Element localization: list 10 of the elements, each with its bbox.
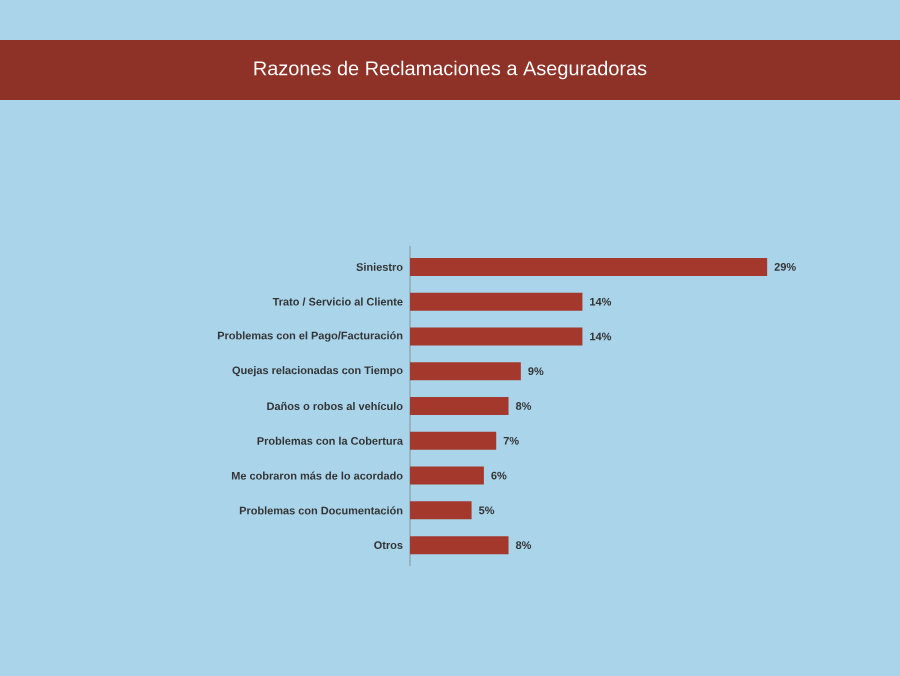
bar: [410, 536, 509, 555]
bar: [410, 292, 583, 311]
bar: [410, 257, 768, 276]
bar: [410, 501, 472, 520]
bar: [410, 466, 484, 485]
bar: [410, 362, 521, 381]
bar: [410, 397, 509, 416]
chart-title: Razones de Reclamaciones a Aseguradoras: [254, 60, 647, 80]
bar: [410, 327, 583, 346]
bar: [410, 431, 497, 450]
